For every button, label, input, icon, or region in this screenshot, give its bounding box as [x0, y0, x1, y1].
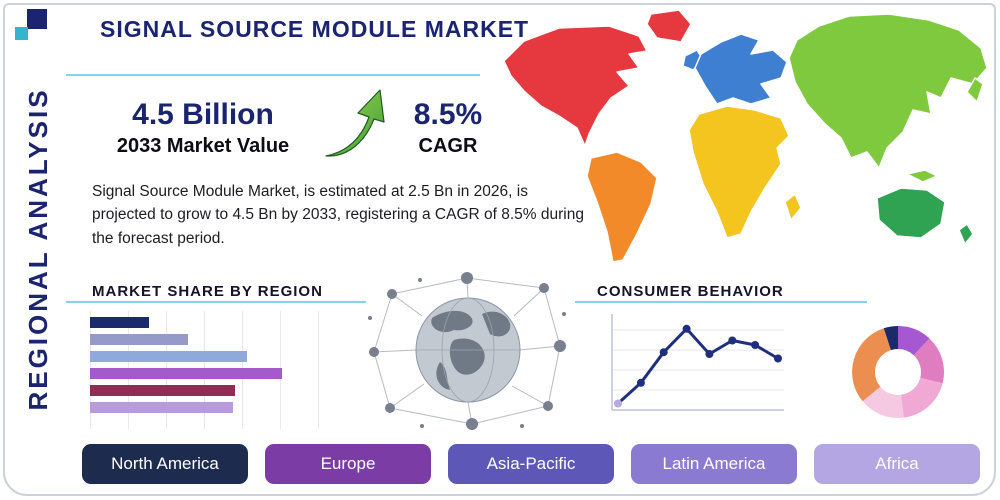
map-europe [694, 33, 788, 105]
line-data-point-5 [705, 350, 714, 358]
map-africa [688, 105, 790, 239]
map-north-america [503, 25, 648, 147]
market-share-bar-3 [90, 351, 248, 362]
market-value-stat: 4.5 Billion 2033 Market Value [88, 98, 318, 158]
line-data-point-8 [774, 354, 782, 363]
market-value: 4.5 Billion [132, 98, 274, 131]
donut-slice-5 [852, 328, 891, 402]
consumer-behavior-heading: CONSUMER BEHAVIOR [597, 283, 784, 300]
map-australia [876, 187, 946, 239]
consumer-behavior-line [616, 327, 780, 405]
globe-network-illustration [368, 272, 566, 430]
donut-slice-4 [862, 386, 904, 418]
line-data-point-1 [614, 399, 622, 408]
decor-square-teal [15, 27, 28, 40]
market-share-bar-4 [90, 368, 282, 379]
region-donut-plot [852, 326, 945, 418]
consumer-behavior-plot [611, 314, 784, 411]
market-share-bars [90, 317, 336, 413]
market-share-heading: MARKET SHARE BY REGION [92, 283, 323, 300]
donut-slice-3 [900, 377, 943, 418]
page-title: SIGNAL SOURCE MODULE MARKET [100, 16, 530, 42]
world-map [503, 9, 988, 263]
region-button-africa[interactable]: Africa [814, 444, 980, 484]
region-button-europe[interactable]: Europe [265, 444, 431, 484]
market-share-bar-1 [90, 317, 150, 328]
map-madagascar [784, 193, 802, 221]
map-south-america [586, 151, 658, 263]
map-greenland [646, 9, 692, 43]
consumer-behavior-underline [575, 301, 867, 303]
decor-square-navy [27, 9, 47, 29]
line-data-point-2 [636, 378, 645, 387]
line-data-point-6 [728, 336, 737, 345]
map-japan [966, 77, 984, 103]
donut-slice-6 [883, 326, 898, 351]
map-new-zealand [958, 223, 974, 245]
line-data-point-4 [682, 324, 691, 333]
map-indonesia [906, 169, 938, 183]
market-description: Signal Source Module Market, is estimate… [92, 183, 584, 247]
donut-slice-1 [898, 326, 930, 356]
donut-slice-2 [913, 338, 945, 384]
region-buttons: North America Europe Asia-Pacific Latin Ame… [82, 444, 980, 484]
line-data-point-7 [751, 341, 760, 349]
line-data-point-3 [659, 348, 668, 357]
map-asia [788, 13, 988, 169]
market-share-bar-6 [90, 402, 233, 413]
regional-analysis-side-label: REGIONAL ANALYSIS [23, 87, 53, 411]
market-share-bar-5 [90, 385, 236, 396]
cagr-stat: 8.5% CAGR [398, 98, 498, 158]
market-share-bar-2 [90, 334, 189, 345]
market-value-caption: 2033 Market Value [116, 135, 290, 157]
region-button-north-america[interactable]: North America [82, 444, 248, 484]
page-border [3, 3, 996, 496]
growth-arrow-icon [325, 89, 385, 157]
cagr-caption: CAGR [418, 135, 478, 157]
region-button-asia-pacific[interactable]: Asia-Pacific [448, 444, 614, 484]
region-button-latin-america[interactable]: Latin America [631, 444, 797, 484]
cagr-value: 8.5% [413, 98, 483, 131]
market-share-bar-chart [90, 311, 336, 429]
market-share-underline [66, 301, 366, 303]
stats-divider-line [66, 74, 480, 76]
